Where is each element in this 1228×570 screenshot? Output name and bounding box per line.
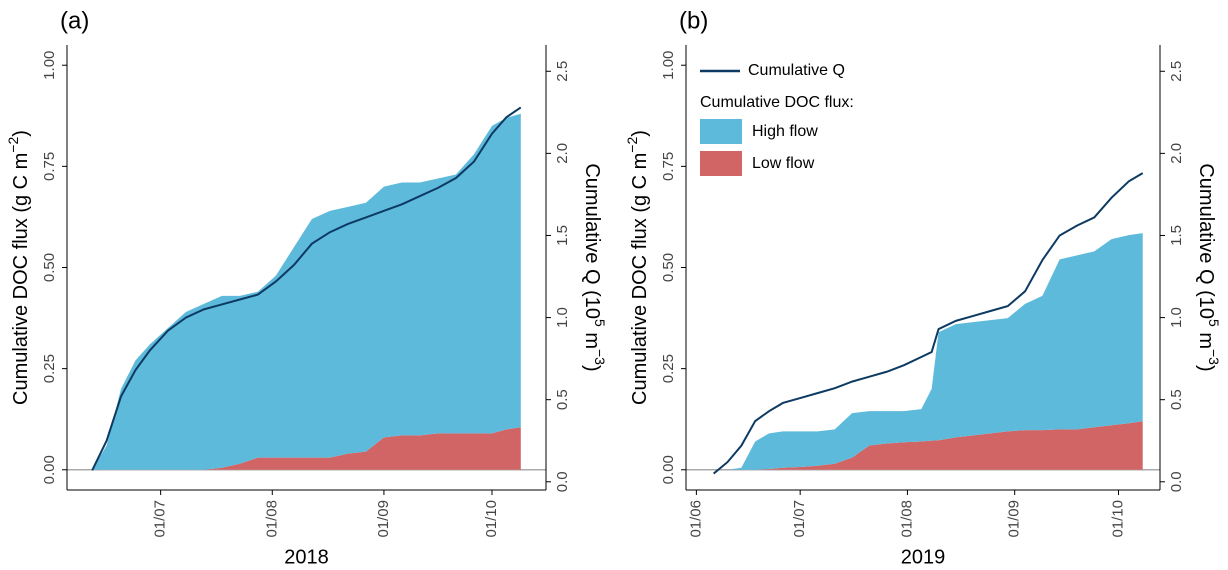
- label-part: ): [629, 130, 651, 137]
- y2-tick-label: 2.5: [554, 61, 571, 82]
- x-tick-label: 01/09: [375, 500, 392, 538]
- y-tick-label: 0.75: [660, 152, 677, 181]
- label-part: 5: [592, 319, 608, 327]
- y-tick-label: 0.25: [660, 354, 677, 383]
- x-tick-label: 01/08: [263, 500, 280, 538]
- label-part: Cumulative Q (10: [581, 163, 603, 319]
- label-part: 5: [1206, 319, 1222, 327]
- legend-swatch: [700, 119, 742, 144]
- y2-tick-label: 1.0: [554, 307, 571, 328]
- panel-label: (a): [60, 7, 89, 34]
- area: [713, 421, 1143, 470]
- y2-tick-label: 2.0: [554, 143, 571, 164]
- x-tick-label: 01/10: [483, 500, 500, 538]
- y-tick-label: 0.50: [41, 253, 58, 282]
- label-part: ): [581, 365, 603, 372]
- y2-tick-label: 0.5: [1168, 389, 1185, 410]
- y-tick-label: 1.00: [41, 51, 58, 80]
- label-part: Cumulative DOC flux (g C m: [10, 153, 32, 405]
- label-part: Cumulative DOC flux (g C m: [629, 153, 651, 405]
- legend-label: Low flow: [752, 155, 815, 172]
- label-part: −2: [624, 137, 640, 153]
- label-part: m: [1195, 327, 1217, 349]
- y2-tick-label: 0.0: [1168, 471, 1185, 492]
- y-tick-label: 0.50: [660, 253, 677, 282]
- y-2label-axis-label: Cumulative Q (105 m−3): [581, 163, 609, 371]
- x-tick-label: 01/06: [687, 500, 704, 538]
- label-part: −2: [5, 137, 21, 153]
- label-part: m: [581, 327, 603, 349]
- y2-tick-label: 0.0: [554, 471, 571, 492]
- y2-tick-label: 1.0: [1168, 307, 1185, 328]
- y2-tick-label: 1.5: [554, 225, 571, 246]
- ylabel-axis-label: Cumulative DOC flux (g C m−2): [624, 130, 652, 405]
- legend-swatch: [700, 151, 742, 176]
- x-tick-label: 01/10: [1109, 500, 1126, 538]
- legend-title: Cumulative DOC flux:: [700, 94, 854, 111]
- panel-label: (b): [679, 7, 708, 34]
- area: [713, 233, 1143, 470]
- ylabel-axis-label: Cumulative DOC flux (g C m−2): [5, 130, 33, 405]
- y-tick-label: 0.25: [41, 354, 58, 383]
- x-tick-label: 01/09: [1006, 500, 1023, 538]
- y2-tick-label: 0.5: [554, 389, 571, 410]
- area: [92, 113, 521, 470]
- y2-tick-label: 2.5: [1168, 61, 1185, 82]
- area: [92, 427, 521, 470]
- legend-label: Cumulative Q: [748, 62, 845, 79]
- y-tick-label: 0.00: [41, 455, 58, 484]
- x-tick-label: 01/07: [791, 500, 808, 538]
- y-tick-label: 0.75: [41, 152, 58, 181]
- legend-label: High flow: [752, 123, 818, 140]
- label-part: −3: [1206, 349, 1222, 365]
- y2-tick-label: 1.5: [1168, 225, 1185, 246]
- y-2label-axis-label: Cumulative Q (105 m−3): [1195, 163, 1223, 371]
- y-tick-label: 1.00: [660, 51, 677, 80]
- label-part: ): [10, 130, 32, 137]
- label-part: ): [1195, 365, 1217, 372]
- x-tick-label: 01/08: [898, 500, 915, 538]
- x-axis-label: 2019: [901, 546, 946, 568]
- y2-tick-label: 2.0: [1168, 143, 1185, 164]
- label-part: Cumulative Q (10: [1195, 163, 1217, 319]
- label-part: −3: [592, 349, 608, 365]
- y-tick-label: 0.00: [660, 455, 677, 484]
- line: [91, 106, 522, 471]
- x-axis-label: 2018: [284, 546, 329, 568]
- x-tick-label: 01/07: [152, 500, 169, 538]
- line: [713, 172, 1144, 475]
